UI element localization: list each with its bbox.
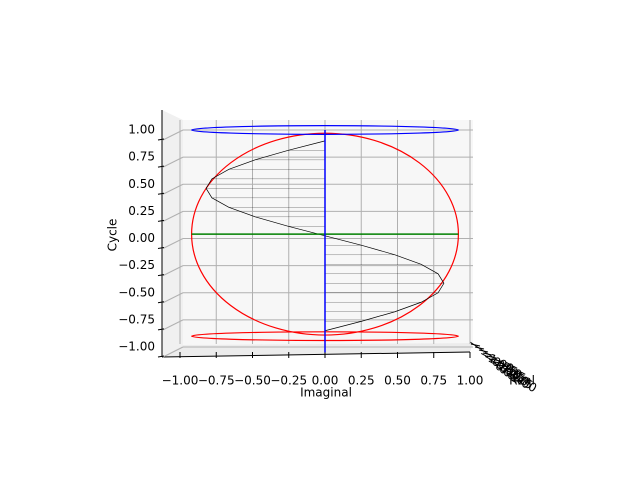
x-tick-label: 0.25 (348, 374, 375, 388)
y-tick-label: 0.00 (128, 231, 155, 245)
x-tick-label: −0.25 (270, 374, 307, 388)
x-axis-label: Imaginal (300, 386, 352, 400)
z-tick (474, 346, 485, 350)
y-tick (157, 138, 165, 141)
x-tick-label: 1.00 (457, 374, 484, 388)
x-tick-label: −0.75 (198, 374, 235, 388)
y-tick (157, 274, 165, 277)
y-tick (157, 247, 165, 249)
grid-line (162, 183, 184, 195)
x-tick-label: 0.00 (312, 374, 339, 388)
grid-line (162, 210, 184, 222)
y-tick-label: 0.25 (128, 204, 155, 218)
z-tick (486, 355, 497, 359)
grid-line (162, 346, 184, 358)
y-axis-label: Cycle (106, 219, 120, 252)
grid-line (162, 319, 184, 331)
x-tick-label: −1.00 (162, 374, 199, 388)
y-tick-label: −1.00 (118, 340, 155, 354)
z-tick (494, 361, 505, 365)
y-tick (157, 328, 165, 331)
grid-line (162, 238, 184, 249)
z-tick (490, 358, 501, 362)
y-tick (157, 219, 165, 222)
y-tick-label: −0.75 (118, 312, 155, 326)
grid-line (162, 156, 184, 168)
grid-line (162, 292, 184, 304)
z-tick (478, 349, 489, 353)
grid-line (162, 265, 184, 277)
x-axis-line (161, 351, 471, 358)
y-tick (157, 301, 165, 304)
y-tick (157, 355, 165, 358)
x-tick-label: 0.75 (420, 374, 447, 388)
z-axis-label: Real (509, 374, 535, 388)
z-tick (470, 343, 481, 347)
z-tick (498, 364, 509, 368)
back-pane (183, 120, 473, 345)
y-tick-label: −0.50 (118, 285, 155, 299)
z-tick (502, 367, 513, 371)
x-tick-label: 0.50 (384, 374, 411, 388)
y-tick (157, 165, 165, 168)
y-tick (157, 192, 165, 195)
x-tick-label: −0.50 (234, 374, 271, 388)
y-tick-label: 1.00 (128, 123, 155, 137)
y-tick-label: −0.25 (118, 258, 155, 272)
y-tick-label: 0.50 (128, 177, 155, 191)
y-tick-label: 0.75 (128, 150, 155, 164)
z-tick (482, 352, 493, 356)
grid-line (162, 129, 184, 141)
